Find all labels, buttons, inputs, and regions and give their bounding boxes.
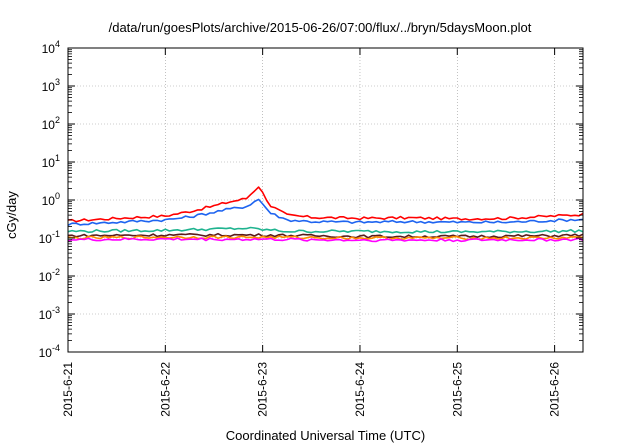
series-line-1 [67,186,584,223]
chart-title: /data/run/goesPlots/archive/2015-06-26/0… [108,20,532,35]
y-tick-label: 10-2 [39,267,60,284]
y-tick-label: 100 [42,191,60,208]
y-tick-label: 10-1 [39,229,60,246]
y-tick-label: 102 [42,115,60,132]
x-tick-label: 2015-6-24 [353,362,367,417]
x-tick-label: 2015-6-26 [548,362,562,417]
axis-ticks: 10-4 10-3 10-2 10-1 100 101 102 103 104 2015-6-21… [39,39,583,417]
x-tick-label: 2015-6-21 [61,362,75,417]
x-tick-label: 2015-6-22 [158,362,172,417]
y-tick-label: 101 [42,153,60,170]
series-line-4 [67,232,584,239]
grid-lines [68,48,583,352]
plot-frame [67,47,584,353]
y-tick-label: 103 [42,77,60,94]
series-layer [67,186,584,243]
y-tick-label: 10-4 [39,343,60,360]
x-tick-label: 2015-6-23 [256,362,270,417]
series-line-3 [67,226,584,234]
x-tick-label: 2015-6-25 [450,362,464,417]
y-tick-label: 10-3 [39,305,60,322]
series-line-5 [67,235,583,241]
series-line-6 [67,237,584,243]
series-line-2 [67,198,584,227]
x-axis-label: Coordinated Universal Time (UTC) [225,428,426,443]
y-tick-label: 104 [42,39,60,56]
